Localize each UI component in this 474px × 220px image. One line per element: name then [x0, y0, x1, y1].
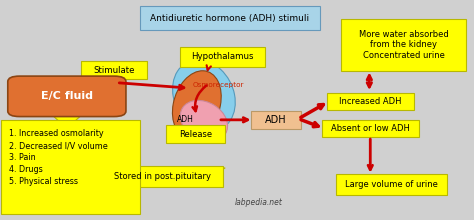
- Text: 3. Pain: 3. Pain: [9, 153, 36, 162]
- Text: ADH: ADH: [177, 115, 193, 124]
- Text: E/C fluid: E/C fluid: [41, 91, 93, 101]
- FancyBboxPatch shape: [81, 61, 147, 79]
- FancyBboxPatch shape: [251, 111, 301, 128]
- FancyBboxPatch shape: [180, 47, 265, 67]
- Text: Stimulate: Stimulate: [93, 66, 135, 75]
- Text: More water absorbed
from the kidney
Concentrated urine: More water absorbed from the kidney Conc…: [359, 30, 448, 60]
- Text: labpedia.net: labpedia.net: [234, 198, 282, 207]
- Ellipse shape: [173, 71, 221, 138]
- Polygon shape: [48, 111, 86, 128]
- Text: Hypothalamus: Hypothalamus: [191, 53, 254, 61]
- FancyBboxPatch shape: [102, 166, 223, 187]
- Text: Large volume of urine: Large volume of urine: [346, 180, 438, 189]
- FancyBboxPatch shape: [336, 174, 447, 195]
- Text: Increased ADH: Increased ADH: [339, 97, 402, 106]
- FancyBboxPatch shape: [0, 120, 140, 214]
- Text: Release: Release: [179, 130, 212, 139]
- FancyBboxPatch shape: [166, 125, 225, 143]
- Text: 2. Decreased I/V volume: 2. Decreased I/V volume: [9, 141, 108, 150]
- Text: 4. Drugs: 4. Drugs: [9, 165, 43, 174]
- FancyBboxPatch shape: [140, 6, 319, 30]
- Text: Absent or low ADH: Absent or low ADH: [331, 124, 410, 133]
- Text: Osmoreceptor: Osmoreceptor: [192, 82, 244, 88]
- Polygon shape: [166, 168, 225, 185]
- Ellipse shape: [173, 60, 235, 132]
- Text: 1. Increased osmolarity: 1. Increased osmolarity: [9, 129, 103, 138]
- Text: ADH: ADH: [265, 115, 287, 125]
- FancyBboxPatch shape: [327, 93, 414, 110]
- Text: Stored in post.pituitary: Stored in post.pituitary: [114, 172, 211, 181]
- Text: Antidiuretic hormone (ADH) stimuli: Antidiuretic hormone (ADH) stimuli: [150, 14, 310, 23]
- Text: 5. Physical stress: 5. Physical stress: [9, 178, 78, 186]
- FancyBboxPatch shape: [8, 76, 126, 117]
- FancyBboxPatch shape: [322, 120, 419, 137]
- FancyBboxPatch shape: [341, 19, 466, 71]
- Ellipse shape: [180, 100, 228, 141]
